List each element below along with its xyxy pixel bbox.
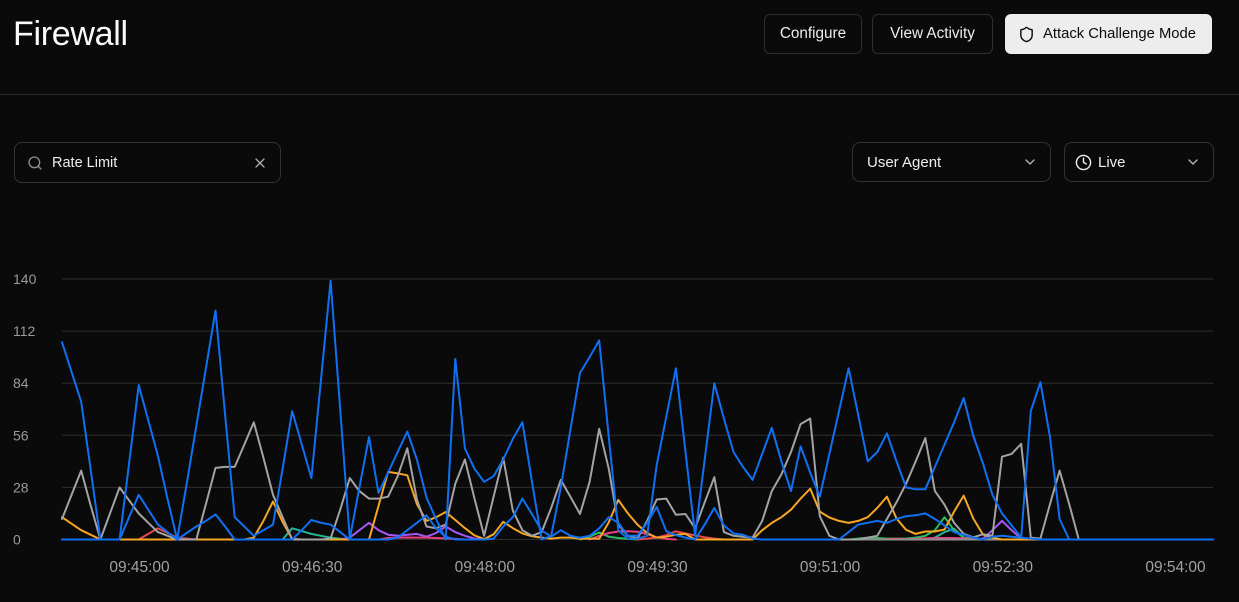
svg-text:09:45:00: 09:45:00 (109, 559, 170, 576)
svg-text:09:49:30: 09:49:30 (627, 559, 688, 576)
svg-text:112: 112 (13, 323, 36, 339)
svg-text:09:46:30: 09:46:30 (282, 559, 343, 576)
svg-text:09:51:00: 09:51:00 (800, 559, 861, 576)
svg-text:140: 140 (13, 271, 37, 287)
svg-text:56: 56 (13, 427, 29, 443)
svg-text:0: 0 (13, 532, 21, 548)
svg-text:84: 84 (13, 375, 29, 391)
svg-text:09:54:00: 09:54:00 (1145, 559, 1206, 576)
svg-text:28: 28 (13, 479, 29, 495)
svg-text:09:52:30: 09:52:30 (973, 559, 1034, 576)
svg-text:09:48:00: 09:48:00 (455, 559, 516, 576)
